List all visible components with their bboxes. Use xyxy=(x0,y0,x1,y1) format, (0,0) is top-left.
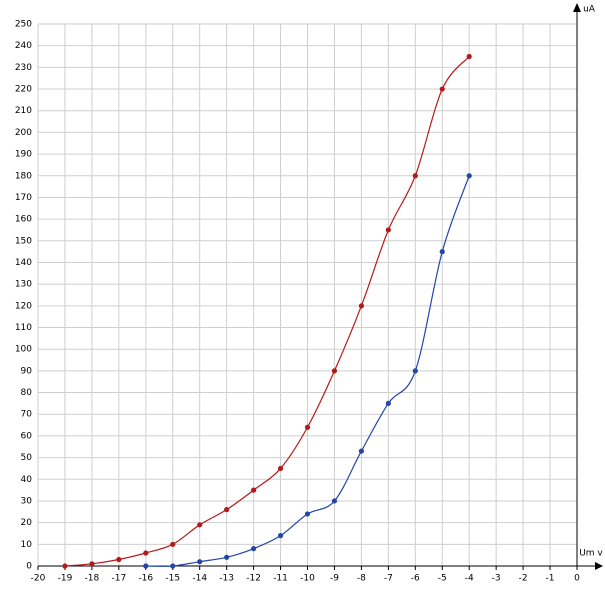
data-point xyxy=(251,487,257,493)
data-point xyxy=(466,173,472,179)
data-point xyxy=(116,556,122,563)
x-tick-label: 0 xyxy=(574,574,580,584)
data-point xyxy=(170,541,176,547)
data-point xyxy=(143,550,149,556)
x-tick-label: -5 xyxy=(438,574,447,584)
y-tick-label: 150 xyxy=(15,236,32,246)
y-tick-label: 210 xyxy=(15,106,32,116)
data-point xyxy=(358,448,364,454)
data-point xyxy=(170,563,176,569)
y-tick-label: 180 xyxy=(15,171,32,181)
data-point xyxy=(439,249,445,255)
x-tick-label: -19 xyxy=(58,574,73,584)
y-tick-label: 50 xyxy=(21,453,33,463)
y-tick-label: 90 xyxy=(21,366,33,376)
y-tick-label: 120 xyxy=(15,301,32,311)
x-tick-label: -16 xyxy=(138,574,153,584)
data-point xyxy=(251,546,257,552)
data-point xyxy=(466,53,472,60)
x-tick-label: -15 xyxy=(165,574,180,584)
x-axis-arrow xyxy=(595,562,603,570)
y-tick-label: 170 xyxy=(15,193,32,203)
x-tick-label: -12 xyxy=(246,574,261,584)
y-axis-label: uA xyxy=(583,5,596,15)
x-tick-label: -17 xyxy=(111,574,126,584)
data-point xyxy=(439,86,445,92)
x-tick-label: -4 xyxy=(465,574,474,584)
y-tick-label: 20 xyxy=(21,518,33,528)
data-point xyxy=(197,522,203,528)
y-tick-label: 30 xyxy=(21,496,33,506)
x-axis-label: Um v xyxy=(579,549,603,559)
y-tick-label: 40 xyxy=(21,475,33,485)
x-tick-label: -18 xyxy=(85,574,100,584)
data-point xyxy=(385,400,391,406)
x-tick-label: -7 xyxy=(384,574,393,584)
data-point xyxy=(331,368,338,374)
data-point xyxy=(304,511,311,517)
x-tick-label: -6 xyxy=(411,574,420,584)
y-axis-arrow xyxy=(573,3,581,12)
x-tick-label: -3 xyxy=(492,574,501,584)
y-tick-label: 0 xyxy=(26,562,32,572)
x-tick-label: -10 xyxy=(300,574,315,584)
x-tick-label: -2 xyxy=(519,574,528,584)
data-point xyxy=(277,465,284,472)
data-point xyxy=(412,173,418,179)
y-tick-label: 80 xyxy=(21,388,33,398)
x-tick-label: -9 xyxy=(330,574,339,584)
x-tick-label: -8 xyxy=(357,574,366,584)
x-tick-label: -13 xyxy=(219,574,234,584)
data-point xyxy=(277,533,284,539)
x-tick-label: -20 xyxy=(31,574,46,584)
x-tick-label: -1 xyxy=(546,574,555,584)
data-point xyxy=(304,424,311,430)
data-point xyxy=(62,563,68,569)
y-tick-label: 140 xyxy=(15,258,32,268)
y-tick-label: 230 xyxy=(15,63,32,73)
series-line xyxy=(64,56,470,567)
y-tick-label: 130 xyxy=(15,280,32,290)
data-point xyxy=(143,563,149,569)
x-tick-label: -11 xyxy=(273,574,288,584)
y-tick-label: 240 xyxy=(15,41,32,51)
y-tick-label: 60 xyxy=(21,431,33,441)
y-tick-label: 220 xyxy=(15,85,32,95)
x-tick-label: -14 xyxy=(192,574,207,584)
y-tick-label: 200 xyxy=(15,128,32,138)
data-point xyxy=(331,498,338,504)
y-tick-label: 250 xyxy=(15,20,32,30)
y-tick-label: 70 xyxy=(21,410,33,420)
data-point xyxy=(224,507,230,513)
data-point xyxy=(89,561,95,567)
y-tick-label: 160 xyxy=(15,215,32,225)
data-point xyxy=(197,559,203,565)
data-point xyxy=(385,227,391,233)
data-point xyxy=(224,554,230,560)
data-point xyxy=(358,303,364,309)
data-point xyxy=(412,368,418,374)
y-tick-label: 190 xyxy=(15,150,32,160)
y-tick-label: 10 xyxy=(21,540,33,550)
y-tick-label: 100 xyxy=(15,345,32,355)
y-tick-label: 110 xyxy=(15,323,32,333)
